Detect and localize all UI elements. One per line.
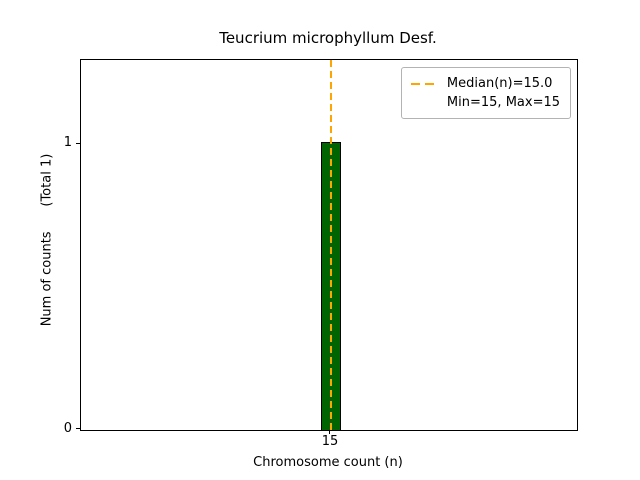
median-line-sample-icon xyxy=(410,82,438,85)
legend-label-minmax: Min=15, Max=15 xyxy=(446,95,560,110)
y-tick-mark-1 xyxy=(76,143,80,144)
legend-row-minmax: Min=15, Max=15 xyxy=(411,93,560,112)
x-tick-mark-15 xyxy=(329,430,330,434)
legend-blank-sample xyxy=(411,102,438,104)
x-axis-label: Chromosome count (n) xyxy=(253,455,403,470)
median-line xyxy=(330,60,332,430)
y-tick-mark-0 xyxy=(76,428,80,429)
y-axis-label: Num of counts (Total 1) xyxy=(39,153,55,327)
y-tick-label-0: 0 xyxy=(63,421,72,436)
y-tick-label-1: 1 xyxy=(63,135,72,150)
legend: Median(n)=15.0 Min=15, Max=15 xyxy=(400,67,571,119)
plot-area: Median(n)=15.0 Min=15, Max=15 xyxy=(80,59,578,431)
legend-row-median: Median(n)=15.0 xyxy=(410,74,560,93)
chart-title: Teucrium microphyllum Desf. xyxy=(219,29,437,47)
x-tick-label-15: 15 xyxy=(321,434,339,449)
legend-label-median: Median(n)=15.0 xyxy=(446,76,553,91)
